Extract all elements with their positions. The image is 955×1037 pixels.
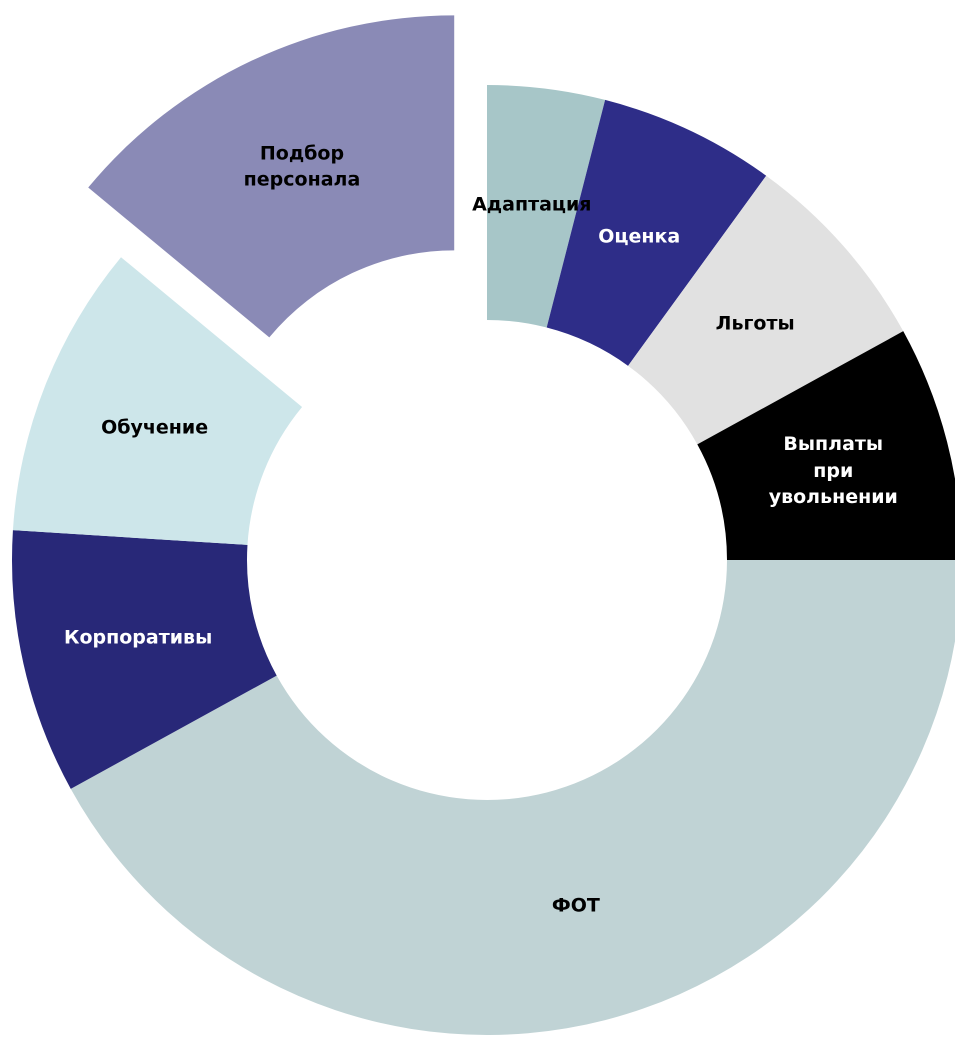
slice [88,15,455,338]
slice [628,175,904,445]
slice [11,530,277,789]
slice-label: Корпоративы [63,626,213,649]
slice-label: Льготы [715,312,795,335]
slice-label: Оценка [598,225,681,248]
slice-label: ФОТ [551,894,600,917]
slice [546,99,767,366]
slice [697,331,955,560]
slice [70,560,955,1035]
slice [12,257,303,545]
slice-label: Адаптация [472,194,592,217]
slice-label: Подбор персонала [243,142,361,191]
slice-label: Выплаты при увольнении [768,433,898,509]
slice [487,85,606,328]
slice-label: Обучение [101,417,209,440]
